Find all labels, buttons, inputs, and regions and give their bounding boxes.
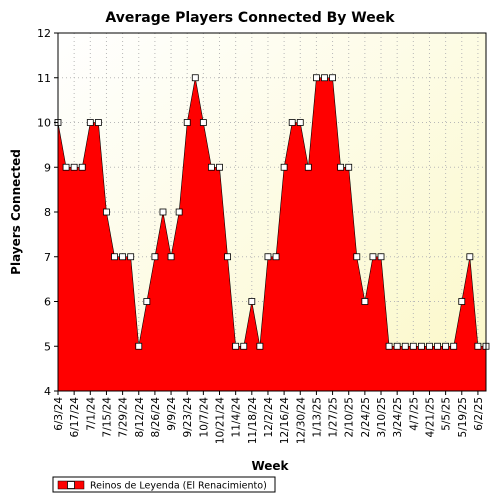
data-point	[191, 74, 199, 82]
legend-box	[52, 476, 276, 493]
data-point	[62, 163, 70, 171]
x-tick-label: 2/10/25	[344, 397, 356, 437]
data-point	[345, 163, 353, 171]
data-point	[474, 342, 482, 350]
data-point	[248, 298, 256, 305]
data-point	[183, 119, 191, 126]
legend: Reinos de Leyenda (El Renacimiento)	[52, 476, 276, 493]
data-point	[417, 342, 425, 350]
x-axis-label: Week	[251, 459, 289, 473]
data-point	[288, 119, 296, 126]
data-point	[240, 342, 248, 350]
x-tick-label: 11/4/24	[231, 397, 243, 438]
data-point	[127, 253, 135, 261]
data-point	[280, 163, 288, 171]
data-point	[458, 298, 466, 305]
data-point	[224, 253, 231, 261]
data-point	[377, 253, 385, 261]
data-point	[119, 253, 126, 261]
data-point	[369, 253, 377, 261]
data-point	[94, 119, 102, 126]
y-tick-label: 7	[44, 251, 51, 264]
data-point	[216, 163, 223, 171]
legend-marker-icon	[67, 481, 75, 489]
data-point	[159, 208, 167, 216]
data-point	[296, 119, 304, 126]
x-axis: 6/3/24 6/17/24 7/1/24 7/15/24 7/29/24 8/12/24…	[53, 391, 485, 444]
x-tick-label: 2/24/25	[360, 397, 372, 437]
legend-label: Reinos de Leyenda (El Renacimiento)	[90, 481, 267, 492]
data-point	[151, 253, 159, 261]
data-point	[304, 163, 312, 171]
data-point	[385, 342, 393, 350]
x-tick-label: 11/18/24	[247, 397, 259, 444]
x-tick-label: 6/2/25	[473, 397, 485, 431]
data-point	[450, 342, 458, 350]
data-point	[264, 253, 272, 261]
x-tick-label: 4/7/25	[408, 397, 420, 431]
x-tick-label: 5/5/25	[441, 397, 453, 431]
x-tick-label: 5/19/25	[457, 397, 469, 437]
data-point	[167, 253, 175, 261]
y-tick-label: 8	[44, 206, 51, 219]
x-tick-label: 4/21/25	[424, 397, 436, 437]
data-point	[256, 342, 264, 350]
y-axis-label: Players Connected	[9, 149, 23, 275]
y-axis: 4 5 6 7 8 9 10 11 12	[37, 27, 58, 398]
data-point	[393, 342, 401, 350]
x-tick-label: 6/17/24	[69, 397, 81, 438]
x-tick-label: 1/13/25	[311, 397, 323, 437]
x-tick-label: 9/23/24	[182, 397, 194, 438]
data-point	[434, 342, 441, 350]
y-tick-label: 6	[44, 296, 51, 309]
data-point	[111, 253, 118, 261]
x-tick-label: 7/29/24	[118, 397, 130, 438]
data-point	[272, 253, 280, 261]
x-tick-label: 10/21/24	[215, 397, 227, 444]
data-point	[175, 208, 183, 216]
x-tick-label: 6/3/24	[53, 397, 65, 431]
x-tick-label: 1/27/25	[328, 397, 340, 437]
x-tick-label: 12/16/24	[279, 397, 291, 444]
markers-layer	[54, 74, 490, 350]
x-tick-label: 12/2/24	[263, 397, 275, 438]
x-tick-label: 7/1/24	[85, 397, 97, 431]
y-tick-label: 9	[44, 161, 51, 174]
data-point	[329, 74, 336, 82]
x-tick-label: 3/24/25	[392, 397, 404, 437]
y-tick-label: 5	[44, 340, 51, 353]
data-point	[442, 342, 450, 350]
data-point	[78, 163, 86, 171]
x-tick-label: 12/30/24	[295, 397, 307, 444]
data-point	[313, 74, 320, 82]
y-tick-label: 4	[44, 385, 51, 398]
data-point	[70, 163, 78, 171]
x-tick-label: 8/26/24	[150, 397, 162, 438]
data-point	[232, 342, 240, 350]
data-point	[361, 298, 369, 305]
data-point	[337, 163, 345, 171]
data-point	[401, 342, 409, 350]
data-point	[466, 253, 474, 261]
x-tick-label: 3/10/25	[376, 397, 388, 437]
data-point	[199, 119, 207, 126]
x-tick-label: 8/12/24	[134, 397, 146, 438]
data-point	[103, 208, 110, 216]
data-point	[208, 163, 215, 171]
data-point	[143, 298, 151, 305]
x-tick-label: 7/15/24	[101, 397, 113, 438]
y-tick-label: 10	[37, 117, 51, 130]
chart-title: Average Players Connected By Week	[105, 10, 395, 26]
y-tick-label: 11	[37, 72, 51, 85]
x-tick-label: 10/7/24	[198, 397, 210, 438]
data-point	[321, 74, 328, 82]
y-tick-label: 12	[37, 27, 51, 40]
data-point	[353, 253, 361, 261]
data-point	[426, 342, 433, 350]
x-tick-label: 9/9/24	[166, 397, 178, 431]
data-point	[86, 119, 94, 126]
data-point	[409, 342, 417, 350]
data-point	[135, 342, 143, 350]
